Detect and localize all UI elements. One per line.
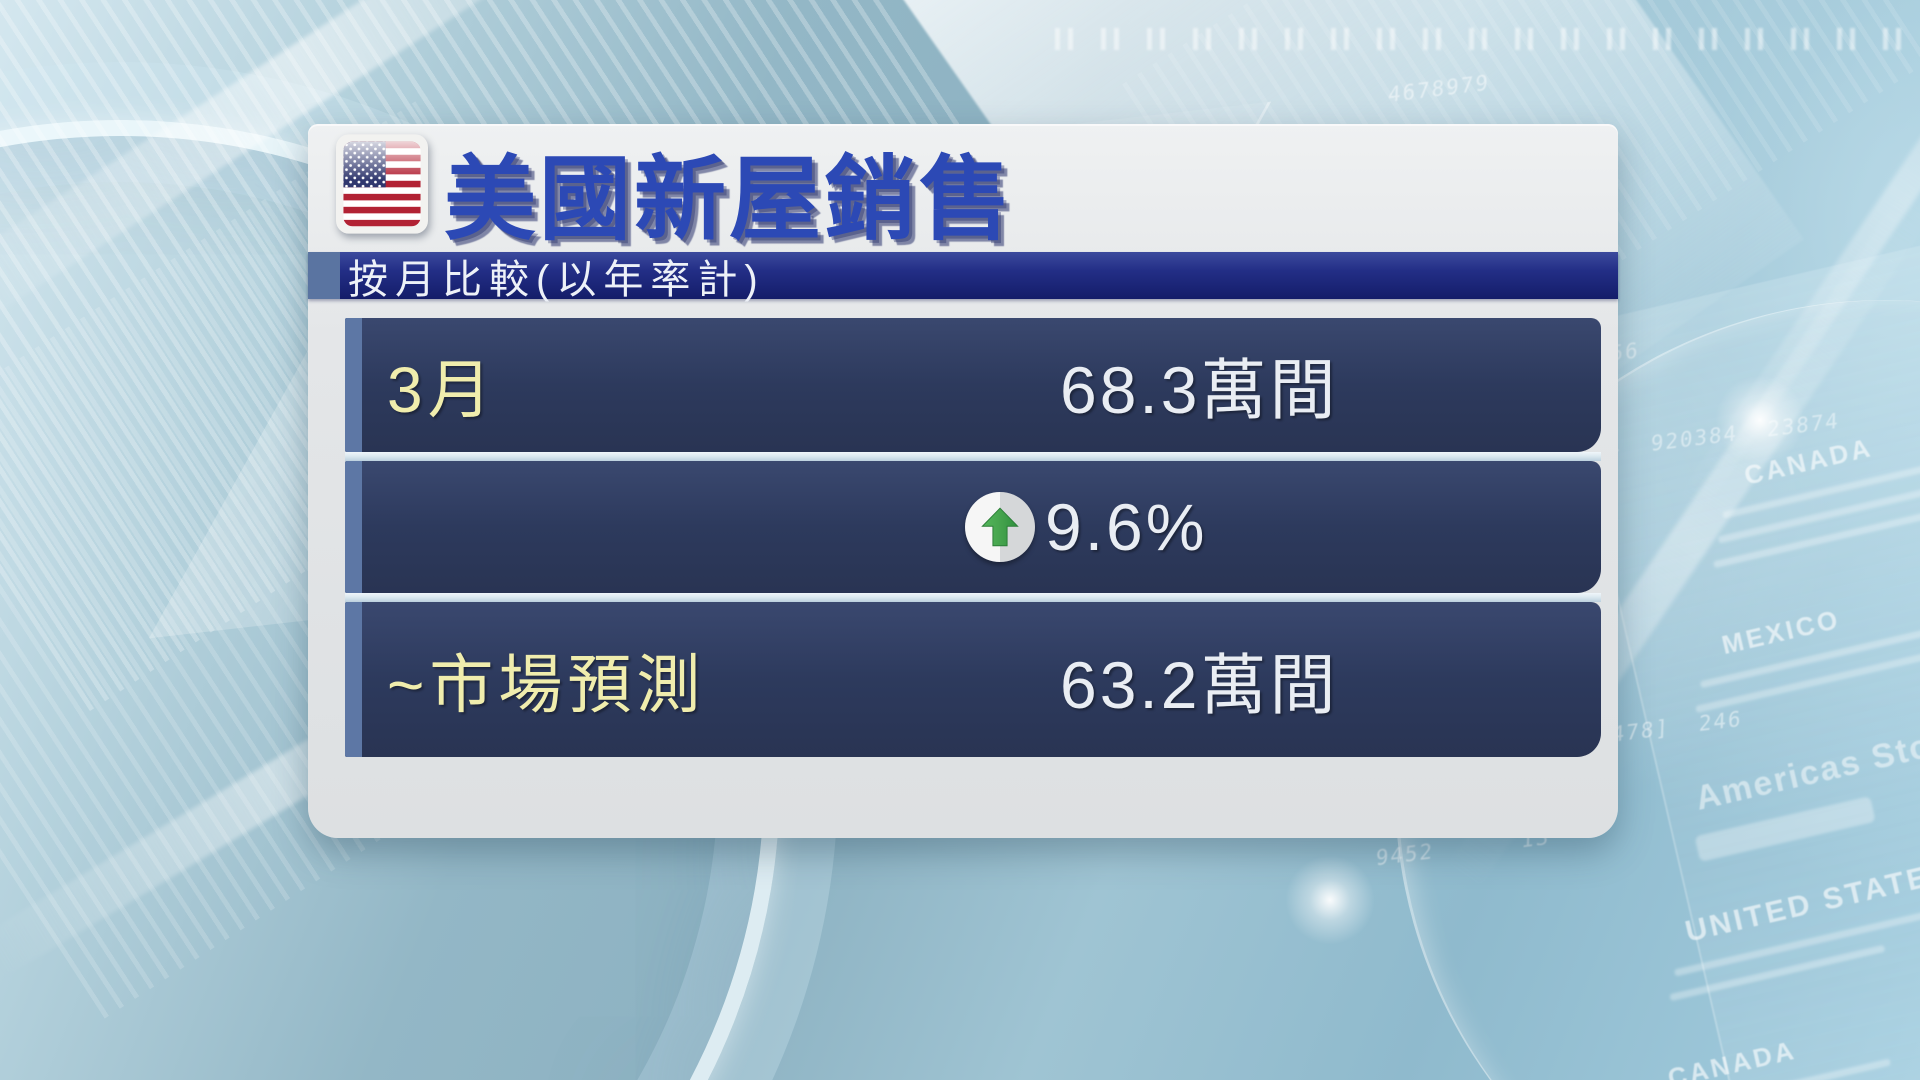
up-arrow-icon bbox=[965, 492, 1035, 562]
row-label: 3月 bbox=[387, 354, 497, 426]
data-row-march: 3月 68.3萬間 bbox=[345, 318, 1601, 452]
row-value: 9.6% bbox=[1045, 490, 1208, 564]
data-row-monthly-change: 9.6% bbox=[345, 461, 1601, 593]
row-label: ~市場預測 bbox=[387, 648, 706, 721]
background-label-canada: CANADA bbox=[1741, 432, 1876, 491]
row-value: 63.2萬間 bbox=[1060, 647, 1339, 722]
row-divider bbox=[345, 593, 1601, 602]
us-flag-icon bbox=[336, 134, 428, 234]
data-row-market-forecast: ~市場預測 63.2萬間 bbox=[345, 602, 1601, 757]
subtitle-text: 按月比較(以年率計) bbox=[348, 257, 765, 302]
background-label-canada-2: CANADA bbox=[1664, 1034, 1800, 1080]
row-divider bbox=[345, 452, 1601, 461]
background-light-beam bbox=[1675, 0, 1920, 519]
panel-title: 美國新屋銷售 bbox=[444, 148, 1015, 251]
ticker-line: 4678979 bbox=[1300, 70, 1491, 118]
background-light-flare bbox=[1285, 855, 1375, 945]
subtitle-left-cap bbox=[308, 252, 340, 299]
background-label-mexico: MEXICO bbox=[1718, 603, 1844, 661]
data-panel: 美國新屋銷售 按月比較(以年率計) 3月 68.3萬間 bbox=[308, 124, 1618, 838]
background-label-united-states: UNITED STATES bbox=[1682, 855, 1920, 949]
background-label-americas-stock: Americas Stock bbox=[1691, 717, 1920, 818]
background-light-flare bbox=[1715, 375, 1805, 465]
tick-marks-decoration bbox=[1055, 28, 1915, 50]
row-value: 68.3萬間 bbox=[1060, 353, 1339, 427]
data-rows: 3月 68.3萬間 bbox=[345, 318, 1601, 757]
subtitle-bar: 按月比較(以年率計) bbox=[308, 252, 1618, 302]
